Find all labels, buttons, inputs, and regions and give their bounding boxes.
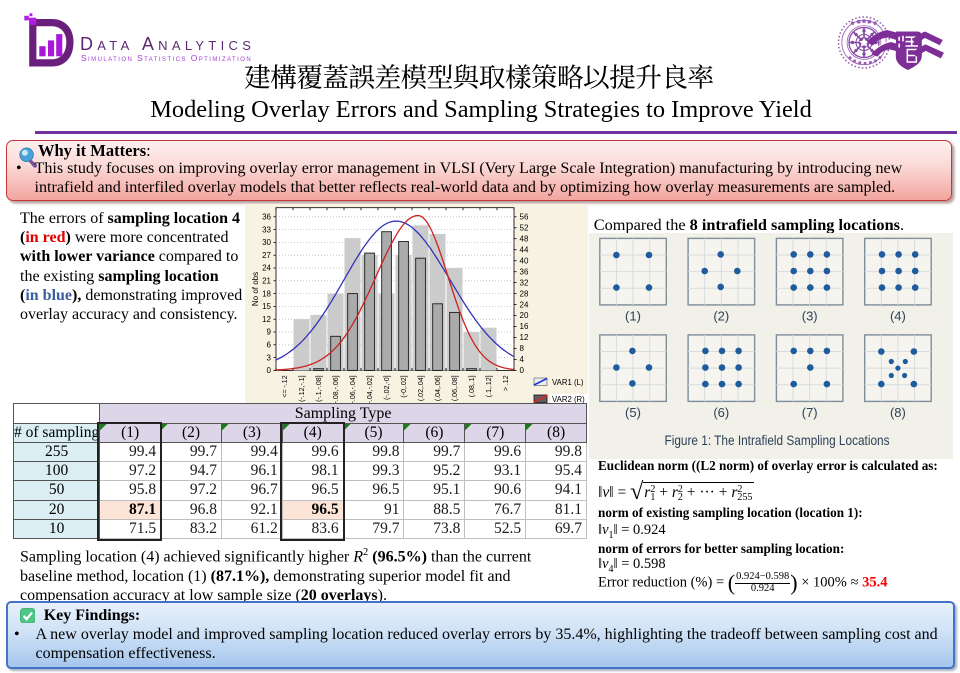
svg-text:<= -.12: <= -.12 (282, 375, 289, 397)
svg-text:(.06,.08]: (.06,.08] (452, 375, 459, 401)
svg-text:VAR1 (L): VAR1 (L) (552, 378, 584, 387)
svg-text:9: 9 (267, 328, 272, 337)
svg-text:Figure 1: The Intrafield Sampl: Figure 1: The Intrafield Sampling Locati… (665, 432, 890, 448)
svg-text:No of obs: No of obs (251, 272, 260, 306)
svg-text:6: 6 (267, 341, 272, 350)
svg-text:4: 4 (520, 355, 525, 364)
svg-text:0: 0 (267, 366, 272, 375)
svg-text:15: 15 (262, 302, 271, 311)
svg-text:(1): (1) (625, 308, 641, 323)
svg-text:(.08,.1]: (.08,.1] (469, 375, 476, 397)
svg-text:(.02,.04]: (.02,.04] (418, 375, 425, 401)
svg-text:(-.02,-0]: (-.02,-0] (384, 375, 391, 400)
svg-text:(-.08,-.06]: (-.08,-.06] (333, 375, 340, 405)
svg-text:30: 30 (262, 238, 271, 247)
svg-text:(7): (7) (802, 405, 818, 420)
svg-text:(5): (5) (625, 405, 641, 420)
svg-text:28: 28 (520, 289, 529, 298)
svg-text:(-.12,-.1]: (-.12,-.1] (299, 375, 306, 402)
svg-text:12: 12 (520, 333, 529, 342)
svg-text:18: 18 (262, 289, 271, 298)
svg-text:44: 44 (520, 245, 529, 254)
svg-text:40: 40 (520, 256, 529, 265)
svg-text:(-.1,-.08]: (-.1,-.08] (316, 375, 323, 402)
svg-text:(-0,.02]: (-0,.02] (401, 375, 408, 397)
svg-text:21: 21 (262, 277, 271, 286)
svg-text:(.04,.06]: (.04,.06] (435, 375, 442, 401)
svg-text:(4): (4) (890, 308, 906, 323)
svg-text:12: 12 (262, 315, 271, 324)
svg-text:32: 32 (520, 278, 529, 287)
svg-text:16: 16 (520, 322, 529, 331)
svg-text:3: 3 (267, 353, 272, 362)
svg-text:VAR2 (R): VAR2 (R) (552, 395, 585, 404)
svg-text:0: 0 (520, 366, 525, 375)
svg-text:56: 56 (520, 213, 529, 222)
svg-text:48: 48 (520, 234, 529, 243)
svg-text:20: 20 (520, 311, 529, 320)
svg-text:(3): (3) (802, 308, 818, 323)
svg-text:(2): (2) (713, 308, 729, 323)
svg-text:33: 33 (262, 225, 271, 234)
svg-text:8: 8 (520, 344, 525, 353)
svg-text:36: 36 (520, 267, 529, 276)
svg-text:24: 24 (520, 300, 529, 309)
svg-text:27: 27 (262, 251, 271, 260)
svg-text:(8): (8) (890, 405, 906, 420)
svg-text:(-.06,-.04]: (-.06,-.04] (350, 375, 357, 405)
svg-text:24: 24 (262, 264, 271, 273)
svg-text:(6): (6) (713, 405, 729, 420)
svg-text:52: 52 (520, 224, 529, 233)
svg-text:(.1,.12]: (.1,.12] (486, 375, 493, 397)
svg-text:(-.04,-.02]: (-.04,-.02] (367, 375, 374, 405)
svg-text:36: 36 (262, 213, 271, 222)
svg-text:> .12: > .12 (503, 375, 510, 391)
